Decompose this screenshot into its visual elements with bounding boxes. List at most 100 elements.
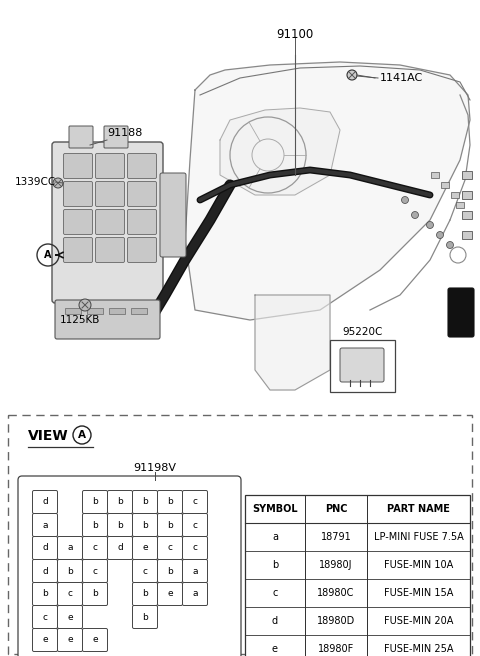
Text: d: d bbox=[42, 497, 48, 506]
FancyBboxPatch shape bbox=[132, 514, 157, 537]
Circle shape bbox=[446, 241, 454, 249]
Polygon shape bbox=[255, 295, 330, 390]
FancyBboxPatch shape bbox=[33, 514, 58, 537]
Text: b: b bbox=[142, 613, 148, 621]
Text: b: b bbox=[142, 590, 148, 598]
FancyBboxPatch shape bbox=[96, 182, 124, 207]
FancyBboxPatch shape bbox=[108, 537, 132, 560]
FancyBboxPatch shape bbox=[63, 237, 93, 262]
FancyBboxPatch shape bbox=[132, 491, 157, 514]
FancyBboxPatch shape bbox=[63, 154, 93, 178]
FancyBboxPatch shape bbox=[128, 209, 156, 234]
FancyBboxPatch shape bbox=[128, 154, 156, 178]
FancyBboxPatch shape bbox=[83, 560, 108, 583]
Text: c: c bbox=[192, 520, 197, 529]
FancyBboxPatch shape bbox=[58, 537, 83, 560]
Text: A: A bbox=[78, 430, 86, 440]
FancyBboxPatch shape bbox=[96, 154, 124, 178]
Text: c: c bbox=[43, 613, 48, 621]
FancyBboxPatch shape bbox=[83, 514, 108, 537]
Text: b: b bbox=[42, 590, 48, 598]
Text: c: c bbox=[143, 567, 147, 575]
FancyBboxPatch shape bbox=[83, 491, 108, 514]
Bar bbox=[87, 308, 103, 314]
Text: c: c bbox=[93, 567, 97, 575]
FancyBboxPatch shape bbox=[58, 583, 83, 605]
FancyBboxPatch shape bbox=[58, 605, 83, 628]
Text: c: c bbox=[192, 497, 197, 506]
Text: e: e bbox=[92, 636, 98, 644]
Polygon shape bbox=[185, 62, 470, 320]
Text: a: a bbox=[192, 567, 198, 575]
FancyBboxPatch shape bbox=[157, 491, 182, 514]
Polygon shape bbox=[220, 108, 340, 195]
Text: 1141AC: 1141AC bbox=[380, 73, 423, 83]
Text: c: c bbox=[272, 588, 278, 598]
Circle shape bbox=[411, 211, 419, 218]
Text: A: A bbox=[44, 250, 52, 260]
Bar bbox=[462, 191, 472, 199]
FancyBboxPatch shape bbox=[132, 560, 157, 583]
Bar bbox=[131, 308, 147, 314]
Text: b: b bbox=[117, 497, 123, 506]
FancyBboxPatch shape bbox=[340, 348, 384, 382]
Bar bbox=[462, 211, 472, 219]
FancyBboxPatch shape bbox=[108, 491, 132, 514]
FancyBboxPatch shape bbox=[33, 583, 58, 605]
Circle shape bbox=[79, 299, 91, 311]
Text: FUSE-MIN 15A: FUSE-MIN 15A bbox=[384, 588, 453, 598]
Circle shape bbox=[427, 222, 433, 228]
Text: e: e bbox=[67, 636, 73, 644]
FancyBboxPatch shape bbox=[182, 514, 207, 537]
Bar bbox=[65, 308, 81, 314]
Text: b: b bbox=[92, 520, 98, 529]
Text: b: b bbox=[92, 497, 98, 506]
Text: c: c bbox=[192, 544, 197, 552]
Text: b: b bbox=[167, 497, 173, 506]
FancyBboxPatch shape bbox=[83, 583, 108, 605]
Bar bbox=[462, 231, 472, 239]
FancyBboxPatch shape bbox=[182, 583, 207, 605]
FancyBboxPatch shape bbox=[96, 209, 124, 234]
Text: b: b bbox=[167, 520, 173, 529]
Text: 95220C: 95220C bbox=[342, 327, 383, 337]
FancyBboxPatch shape bbox=[448, 288, 474, 337]
FancyBboxPatch shape bbox=[83, 537, 108, 560]
FancyBboxPatch shape bbox=[52, 142, 163, 303]
FancyBboxPatch shape bbox=[63, 209, 93, 234]
FancyBboxPatch shape bbox=[157, 537, 182, 560]
FancyBboxPatch shape bbox=[33, 537, 58, 560]
Text: b: b bbox=[142, 497, 148, 506]
Text: b: b bbox=[272, 560, 278, 570]
FancyBboxPatch shape bbox=[63, 182, 93, 207]
FancyBboxPatch shape bbox=[18, 476, 241, 656]
Text: SYMBOL: SYMBOL bbox=[252, 504, 298, 514]
Bar bbox=[330, 340, 395, 392]
Circle shape bbox=[401, 197, 408, 203]
Text: 18791: 18791 bbox=[321, 532, 351, 542]
Text: VIEW: VIEW bbox=[28, 429, 69, 443]
Text: PART NAME: PART NAME bbox=[387, 504, 450, 514]
FancyBboxPatch shape bbox=[160, 173, 186, 257]
Text: c: c bbox=[93, 544, 97, 552]
FancyBboxPatch shape bbox=[33, 560, 58, 583]
Text: e: e bbox=[42, 636, 48, 644]
Text: b: b bbox=[92, 590, 98, 598]
Text: FUSE-MIN 25A: FUSE-MIN 25A bbox=[384, 644, 453, 654]
Text: d: d bbox=[117, 544, 123, 552]
Text: 18980J: 18980J bbox=[319, 560, 353, 570]
FancyBboxPatch shape bbox=[182, 491, 207, 514]
Bar bbox=[431, 172, 439, 178]
Bar bbox=[8, 415, 472, 654]
Bar bbox=[462, 171, 472, 179]
Bar bbox=[451, 192, 459, 198]
Text: 91198V: 91198V bbox=[133, 463, 177, 473]
Text: e: e bbox=[167, 590, 173, 598]
Bar bbox=[456, 202, 464, 208]
Text: a: a bbox=[192, 590, 198, 598]
Text: 1339CC: 1339CC bbox=[15, 177, 56, 187]
Text: 18980D: 18980D bbox=[317, 616, 355, 626]
Circle shape bbox=[436, 232, 444, 239]
FancyBboxPatch shape bbox=[83, 628, 108, 651]
FancyBboxPatch shape bbox=[58, 628, 83, 651]
